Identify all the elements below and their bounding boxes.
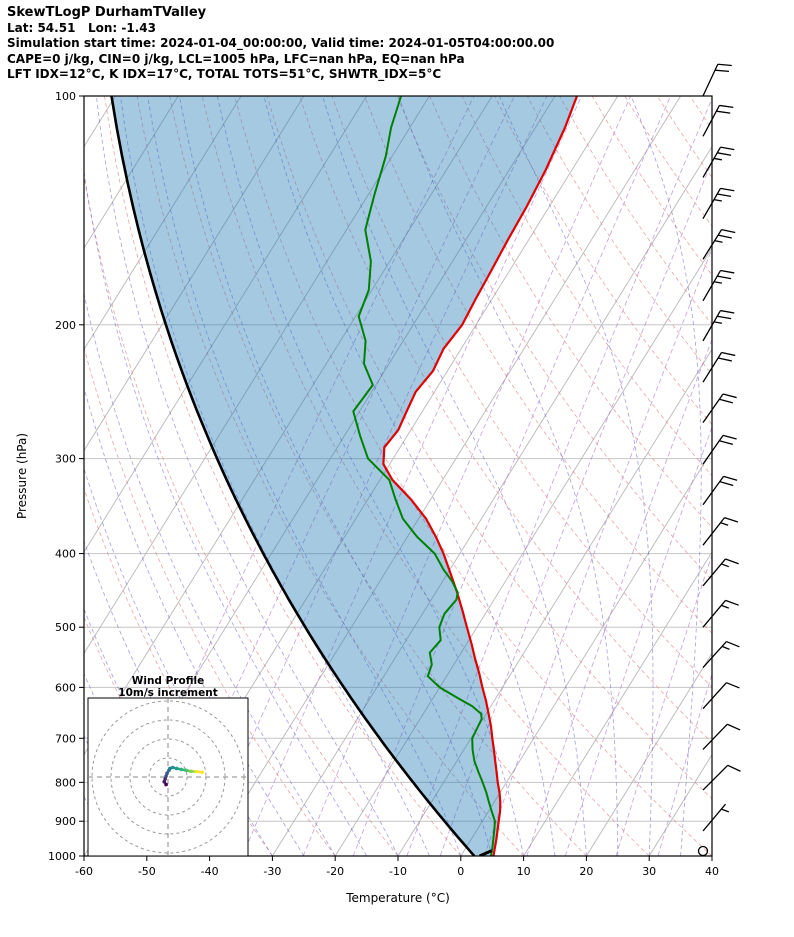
wind-barb-icon bbox=[702, 309, 735, 342]
hodograph-ring bbox=[129, 738, 207, 816]
x-tick-label: -50 bbox=[138, 865, 156, 878]
wind-barb-icon bbox=[702, 682, 740, 710]
wind-barb-icon bbox=[702, 558, 739, 587]
x-axis-label: Temperature (°C) bbox=[345, 891, 450, 905]
wind-barb-icon bbox=[702, 723, 741, 750]
wind-barb-icon bbox=[702, 803, 730, 832]
hodograph-ring bbox=[148, 757, 188, 797]
hodograph-point bbox=[170, 765, 175, 770]
hodograph-point bbox=[200, 770, 204, 775]
wind-barb-icon bbox=[702, 475, 738, 506]
wind-barb-icon bbox=[702, 228, 736, 260]
time-line: Simulation start time: 2024-01-04_00:00:… bbox=[7, 36, 555, 50]
y-tick-label: 600 bbox=[55, 681, 76, 694]
y-tick-label: 500 bbox=[55, 621, 76, 634]
x-tick-label: -10 bbox=[389, 865, 407, 878]
hodograph-point bbox=[165, 771, 169, 775]
y-tick-label: 1000 bbox=[48, 850, 76, 863]
x-tick-label: -40 bbox=[201, 865, 219, 878]
hodograph-point bbox=[174, 766, 179, 771]
hodograph-point bbox=[194, 769, 199, 774]
hodograph-point bbox=[168, 766, 172, 771]
hodograph-ring bbox=[91, 700, 245, 854]
wind-barb-icon bbox=[702, 146, 735, 178]
indices-line-2: LFT IDX=12°C, K IDX=17°C, TOTAL TOTS=51°… bbox=[7, 67, 442, 81]
x-tick-label: 20 bbox=[579, 865, 593, 878]
inset-subtitle: 10m/s increment bbox=[118, 687, 217, 699]
chart-title: SkewTLogP DurhamTValley bbox=[7, 5, 207, 20]
y-tick-label: 100 bbox=[55, 90, 76, 103]
y-tick-label: 300 bbox=[55, 453, 76, 466]
hodograph-point bbox=[162, 779, 166, 784]
wind-barb-icon bbox=[702, 351, 736, 383]
wind-barb-icon bbox=[702, 640, 740, 668]
y-tick-label: 200 bbox=[55, 319, 76, 332]
dewpoint-line bbox=[352, 96, 496, 856]
wind-barb-icon bbox=[702, 63, 732, 97]
surface-parcel-tick bbox=[479, 849, 493, 856]
calm-wind-icon bbox=[697, 845, 709, 857]
hodograph-point bbox=[163, 777, 167, 781]
wind-barb-icon bbox=[702, 434, 737, 465]
hodograph-content bbox=[88, 698, 248, 856]
wind-barb-icon bbox=[702, 517, 739, 546]
profiles bbox=[110, 96, 579, 856]
wind-barb-icon bbox=[702, 104, 734, 137]
wind-barbs bbox=[697, 63, 741, 857]
hodograph-point bbox=[164, 782, 168, 787]
wind-barb-icon bbox=[702, 393, 737, 423]
moist-adiabats bbox=[84, 96, 712, 856]
wind-barb-icon bbox=[702, 269, 735, 302]
y-tick-label: 400 bbox=[55, 548, 76, 561]
x-tick-label: -20 bbox=[326, 865, 344, 878]
parcel-line bbox=[110, 96, 476, 856]
wind-barb-icon bbox=[702, 187, 735, 219]
hodograph-point bbox=[179, 767, 184, 772]
temperature-line bbox=[382, 96, 579, 856]
wind-barb-icon bbox=[702, 599, 739, 628]
indices-line-1: CAPE=0 j/kg, CIN=0 j/kg, LCL=1005 hPa, L… bbox=[7, 51, 465, 66]
x-tick-label: 0 bbox=[457, 865, 464, 878]
x-tick-label: 30 bbox=[642, 865, 656, 878]
x-tick-label: -60 bbox=[75, 865, 93, 878]
y-tick-label: 800 bbox=[55, 776, 76, 789]
hodograph-point bbox=[164, 774, 168, 778]
hodograph-ring bbox=[110, 719, 226, 835]
x-tick-label: 40 bbox=[705, 865, 719, 878]
hodograph-point bbox=[189, 769, 193, 774]
y-axis-label: Pressure (hPa) bbox=[15, 433, 29, 519]
header-block: SkewTLogP DurhamTValley Lat: 54.51 Lon: … bbox=[7, 5, 554, 83]
y-tick-label: 700 bbox=[55, 732, 76, 745]
x-tick-label: -30 bbox=[263, 865, 281, 878]
x-tick-label: 10 bbox=[517, 865, 531, 878]
cape-shading bbox=[111, 96, 577, 856]
y-tick-label: 900 bbox=[55, 815, 76, 828]
inset-title: Wind Profile bbox=[132, 675, 204, 687]
hodograph-point bbox=[184, 768, 188, 773]
wind-barb-icon bbox=[702, 764, 741, 791]
location-line: Lat: 54.51 Lon: -1.43 bbox=[7, 20, 156, 35]
